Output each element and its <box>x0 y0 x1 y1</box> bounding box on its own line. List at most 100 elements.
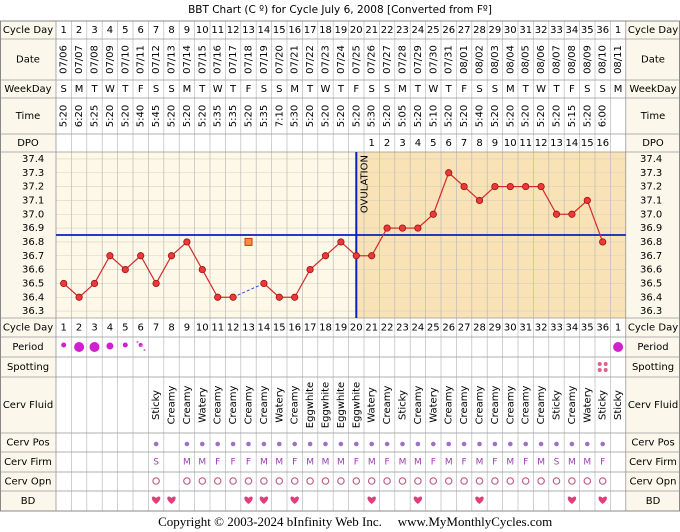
cerv-fluid: Creamy <box>413 386 424 425</box>
temp-point <box>106 252 114 260</box>
row-label: Cerv Firm <box>4 457 52 468</box>
cycle-day: 1 <box>61 323 67 334</box>
cerv-fluid: Eggwhite <box>351 382 362 428</box>
date: 07/27 <box>382 45 393 74</box>
cerv-fluid: Creamy <box>290 386 301 425</box>
cerv-opn-icon <box>367 477 376 485</box>
row-label: WeekDay <box>4 84 51 95</box>
dpo: 12 <box>535 138 548 149</box>
cerv-fluid: Creamy <box>167 386 178 425</box>
temp-point <box>414 224 422 232</box>
period-icon <box>613 342 624 352</box>
cycle-day: 11 <box>211 323 224 334</box>
cycle-day: 18 <box>319 25 332 36</box>
weekday: W <box>428 84 438 95</box>
cycle-day: 32 <box>535 323 548 334</box>
date: 07/15 <box>197 45 208 74</box>
y-tick-label: 36.3 <box>640 306 662 317</box>
weekday: T <box>445 84 453 95</box>
cerv-opn-icon <box>568 477 576 485</box>
cycle-day: 27 <box>458 25 471 36</box>
label-column <box>625 21 680 511</box>
cerv-pos-icon <box>338 441 344 447</box>
cycle-day: 4 <box>107 25 113 36</box>
time: 5:20 <box>182 105 193 127</box>
temp-segment <box>586 200 604 243</box>
temp-point <box>75 293 83 301</box>
date: 07/26 <box>367 45 378 74</box>
cycle-day: 6 <box>138 323 144 334</box>
y-tick-label: 36.7 <box>22 251 44 262</box>
cerv-pos-icon <box>323 441 328 447</box>
date: 08/01 <box>459 45 470 74</box>
cerv-fluid: Sticky <box>151 390 162 420</box>
cerv-pos-icon <box>461 441 467 447</box>
date: 08/02 <box>475 45 486 74</box>
temp-segment <box>186 241 203 270</box>
temp-segment <box>294 269 311 298</box>
cerv-pos-icon <box>261 441 267 447</box>
time: 5:35 <box>213 105 224 127</box>
time: 5:05 <box>398 105 409 127</box>
row-label: Cerv Opn <box>630 477 677 488</box>
temp-segment <box>432 172 450 215</box>
cycle-day: 2 <box>76 25 82 36</box>
row-label: Period <box>637 342 668 353</box>
cerv-firm: M <box>445 458 453 468</box>
dpo: 8 <box>476 138 482 149</box>
y-tick-label: 36.3 <box>22 306 44 317</box>
weekday: W <box>536 84 546 95</box>
time: 5:20 <box>336 105 347 127</box>
cerv-firm: F <box>215 458 220 468</box>
cerv-firm: F <box>431 458 436 468</box>
cycle-day: 16 <box>288 323 301 334</box>
dpo: 16 <box>596 138 609 149</box>
temp-point <box>368 252 376 260</box>
cerv-firm: M <box>506 458 514 468</box>
row-label: Cycle Day <box>628 25 678 36</box>
time: 6:20 <box>74 105 85 127</box>
cycle-day: 6 <box>138 25 144 36</box>
icons <box>61 341 624 504</box>
weekday: S <box>168 84 174 95</box>
temp-point <box>552 210 561 218</box>
row-label: WeekDay <box>629 84 676 95</box>
temp-point <box>275 293 283 301</box>
cerv-firm: S <box>554 458 560 468</box>
temp-segment <box>93 255 111 284</box>
temp-point <box>137 252 145 260</box>
weekday: F <box>461 84 467 95</box>
temp-segment <box>371 227 388 257</box>
date: 07/25 <box>351 45 362 74</box>
cycle-day: 11 <box>211 25 224 36</box>
temp-point <box>506 182 514 191</box>
discarded-temp <box>244 237 253 246</box>
time: 5:20 <box>351 105 362 127</box>
cycle-day: 34 <box>566 323 579 334</box>
cerv-fluid: Creamy <box>490 386 501 425</box>
cycle-day: 14 <box>258 25 271 36</box>
weekday: M <box>614 84 623 95</box>
date: 07/10 <box>120 45 131 74</box>
dpo: 1 <box>369 138 375 149</box>
weekday: W <box>105 84 115 95</box>
temp-point <box>583 196 591 205</box>
weekday: T <box>414 84 422 95</box>
cerv-opn-icon <box>229 477 237 485</box>
footer-url: www.MyMonthlyCycles.com <box>398 514 552 529</box>
time: 5:20 <box>197 105 208 127</box>
cycle-day: 20 <box>350 25 363 36</box>
cerv-opn-icon <box>506 477 515 485</box>
date: 07/23 <box>321 45 332 74</box>
period-icon <box>74 342 85 352</box>
cycle-day: 36 <box>596 25 609 36</box>
temp-point <box>352 252 360 260</box>
temp-point <box>537 182 545 191</box>
date: 07/24 <box>336 45 347 74</box>
date: 07/31 <box>444 45 455 74</box>
cerv-pos-icon <box>307 441 313 447</box>
date: 07/08 <box>90 45 101 74</box>
cycle-day: 20 <box>350 323 363 334</box>
cerv-firm: M <box>476 458 484 468</box>
